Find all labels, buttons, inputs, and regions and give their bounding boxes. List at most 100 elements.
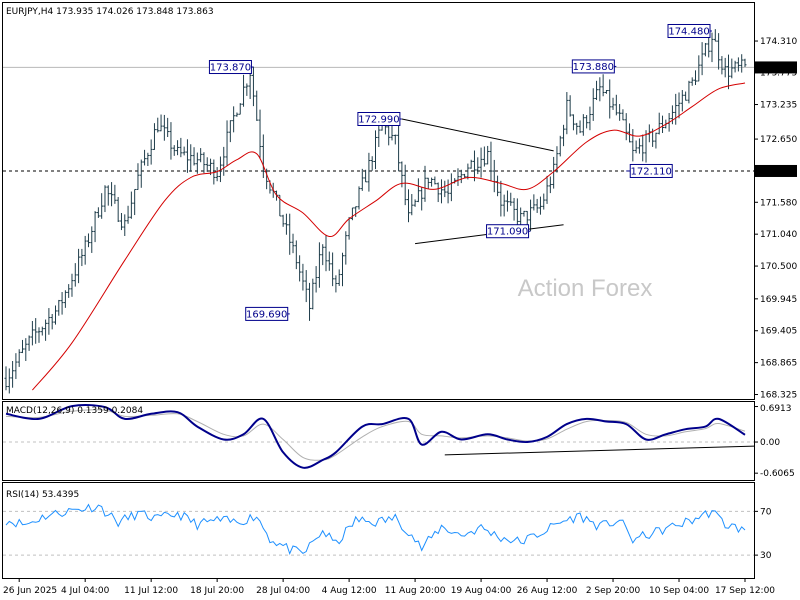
candle	[337, 269, 341, 286]
price-axis-label: 171.580	[760, 198, 797, 208]
candle	[34, 318, 38, 344]
candle	[20, 339, 24, 354]
candle	[637, 138, 641, 154]
candle	[459, 169, 463, 184]
candle	[255, 90, 259, 121]
candle	[136, 163, 140, 190]
candle	[575, 122, 579, 135]
candle	[469, 159, 473, 169]
candle	[311, 278, 315, 310]
macd-axis-label: 0.6913	[760, 404, 792, 414]
price-callout: 171.090	[486, 224, 531, 239]
candles	[4, 29, 747, 394]
candle	[215, 167, 219, 182]
candle	[463, 173, 467, 178]
candle	[222, 146, 226, 176]
candle	[149, 139, 153, 165]
rsi-title: RSI(14) 53.4395	[6, 490, 79, 500]
candle	[162, 114, 166, 141]
candle	[80, 248, 84, 267]
candle	[327, 251, 331, 271]
candle	[694, 70, 698, 86]
candle	[548, 176, 552, 194]
candle	[670, 105, 674, 125]
candle	[314, 266, 318, 293]
candle	[611, 97, 615, 110]
callout-label: 169.690	[246, 309, 287, 320]
price-callout: 172.990	[357, 111, 402, 126]
rsi-axis-label: 30	[760, 551, 772, 561]
candle	[542, 193, 546, 210]
candle	[73, 263, 77, 287]
candle	[654, 132, 658, 149]
candle	[634, 140, 638, 154]
callout-label: 173.880	[573, 62, 614, 73]
candle	[713, 29, 717, 42]
candle	[687, 80, 691, 104]
candle	[133, 188, 137, 216]
candle	[535, 198, 539, 213]
candle	[350, 207, 354, 221]
price-axis-label: 174.310	[760, 37, 797, 47]
candle	[77, 248, 81, 284]
candle	[423, 165, 427, 202]
candle	[730, 58, 734, 79]
candle	[717, 33, 721, 70]
candle	[126, 205, 130, 224]
rsi-panel-frame	[2, 482, 755, 579]
price-trendline	[401, 118, 554, 152]
candle	[433, 176, 437, 185]
candle	[63, 290, 67, 308]
macd-plot	[3, 403, 755, 469]
candle	[291, 233, 295, 254]
candle	[116, 197, 120, 222]
candle	[657, 112, 661, 135]
candle	[496, 175, 500, 197]
callout-box	[208, 60, 252, 75]
candle	[232, 106, 236, 133]
candle	[472, 150, 476, 182]
price-axis-label: 168.865	[760, 359, 797, 369]
candle	[604, 90, 608, 94]
current-price-box	[755, 61, 797, 74]
candle	[621, 109, 625, 121]
rsi-line	[5, 503, 746, 556]
candle	[690, 77, 694, 86]
candle	[143, 149, 147, 166]
candle	[195, 152, 199, 174]
candle	[703, 43, 707, 57]
price-axis-label: 168.325	[760, 391, 797, 401]
candle	[146, 152, 150, 167]
candle	[374, 130, 377, 170]
candle	[436, 182, 440, 203]
candle	[710, 32, 714, 63]
candle	[601, 74, 605, 97]
candle	[103, 185, 107, 213]
candle	[538, 196, 542, 215]
candle	[479, 147, 483, 178]
candle	[123, 214, 127, 236]
candle	[235, 112, 239, 117]
candle	[568, 95, 572, 117]
axes: 174.310 173.775 173.235 172.650 172.110 171.5…	[3, 37, 797, 596]
candle	[393, 134, 397, 145]
candle	[100, 193, 104, 219]
candle	[176, 140, 180, 156]
time-axis-label: 4 Aug 12:00	[322, 586, 377, 596]
candle	[251, 66, 255, 107]
time-axis-label: 11 Jul 12:00	[124, 586, 178, 596]
macd-title: MACD(12,26,9) 0.1359 0.2084	[6, 406, 143, 416]
callout-label: 172.110	[631, 166, 672, 177]
candle	[152, 123, 156, 150]
main-chart-title: EURJPY,H4 173.935 174.026 173.848 173.86…	[6, 7, 214, 17]
callout-box	[486, 224, 530, 239]
candle	[697, 55, 701, 82]
time-axis-label: 28 Jul 04:00	[256, 586, 310, 596]
candle	[47, 308, 51, 335]
candle	[294, 240, 298, 270]
candle	[27, 335, 31, 351]
candle	[545, 175, 549, 204]
candle	[628, 123, 632, 143]
candle	[129, 191, 133, 219]
